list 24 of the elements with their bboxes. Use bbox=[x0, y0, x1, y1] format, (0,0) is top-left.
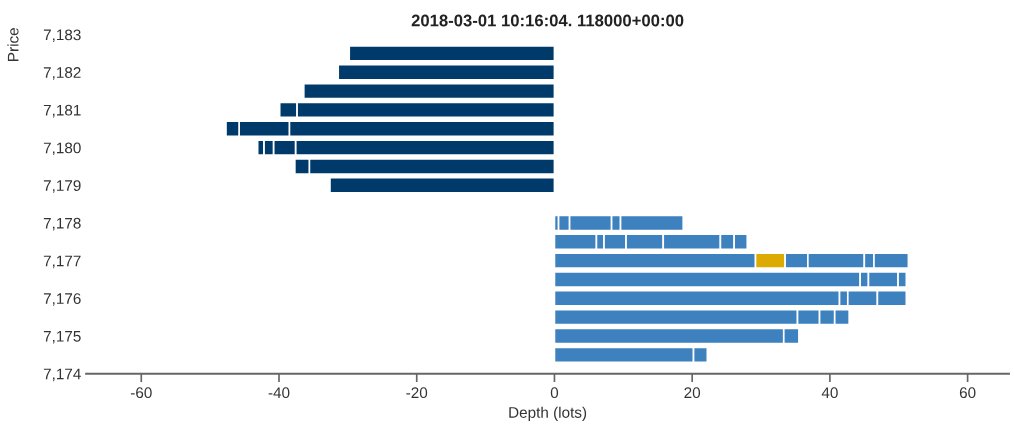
y-tick-label: 7,176 bbox=[43, 293, 81, 306]
chart-title: 2018-03-01 10:16:04. 118000+00:00 bbox=[411, 14, 684, 27]
x-tick-label: -60 bbox=[130, 387, 152, 399]
y-tick-label: 7,182 bbox=[43, 67, 81, 80]
y-tick-label: 7,179 bbox=[43, 180, 81, 193]
y-axis-title: Price bbox=[7, 28, 19, 61]
x-tick-label: 0 bbox=[550, 387, 559, 399]
x-axis-title: Depth (lots) bbox=[509, 406, 587, 421]
bar bbox=[302, 82, 556, 100]
y-tick-label: 7,177 bbox=[43, 255, 81, 269]
y-tick-label: 7,174 bbox=[43, 368, 81, 382]
bar bbox=[329, 176, 556, 194]
bar bbox=[337, 63, 556, 81]
y-tick-label: 7,180 bbox=[43, 142, 81, 156]
x-tick-label: 20 bbox=[684, 387, 701, 399]
x-tick-label: 60 bbox=[959, 387, 976, 399]
y-tick-label: 7,178 bbox=[43, 217, 81, 231]
y-tick-label: 7,183 bbox=[43, 29, 81, 43]
x-tick-label: -20 bbox=[406, 387, 428, 399]
x-tick-label: -40 bbox=[268, 387, 290, 399]
y-tick-label: 7,181 bbox=[43, 104, 81, 118]
x-tick-label: 40 bbox=[821, 387, 838, 399]
bar bbox=[348, 45, 556, 62]
y-tick-label: 7,175 bbox=[43, 331, 81, 344]
